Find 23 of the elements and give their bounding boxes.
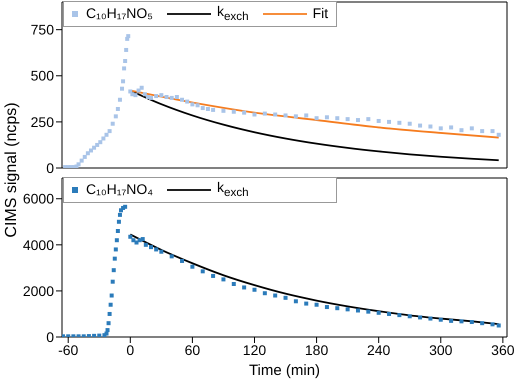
x-axis-title: Time (min) <box>248 362 320 379</box>
x-tick-label: 240 <box>366 342 391 358</box>
y-tick-label: 750 <box>30 22 54 38</box>
x-tick-label: 0 <box>126 342 134 358</box>
x-tick-label: 120 <box>242 342 266 358</box>
y-tick-label: 6000 <box>22 190 54 207</box>
legend-label: C₁₀H₁₇NO₅ <box>86 5 153 22</box>
legend-label: k$_{exch}$ <box>216 3 249 25</box>
x-tick-label: 300 <box>429 342 453 358</box>
y-tick-label: 2000 <box>22 282 54 299</box>
y-axis-title: CIMS signal (ncps) <box>3 102 21 238</box>
legend-label: C₁₀H₁₇NO₄ <box>86 181 154 198</box>
y-tick-label: 0 <box>46 160 54 176</box>
x-tick-label: 360 <box>491 342 515 358</box>
x-tick-label: -60 <box>58 342 79 358</box>
legend-label: k$_{exch}$ <box>217 179 249 201</box>
legend-label: Fit <box>312 5 328 22</box>
y-tick-label: 0 <box>46 328 54 345</box>
y-tick-label: 4000 <box>22 236 54 253</box>
x-tick-label: 60 <box>184 342 200 358</box>
y-tick-label: 250 <box>30 114 54 130</box>
x-tick-label: 180 <box>304 342 328 358</box>
y-tick-label: 500 <box>30 68 54 84</box>
